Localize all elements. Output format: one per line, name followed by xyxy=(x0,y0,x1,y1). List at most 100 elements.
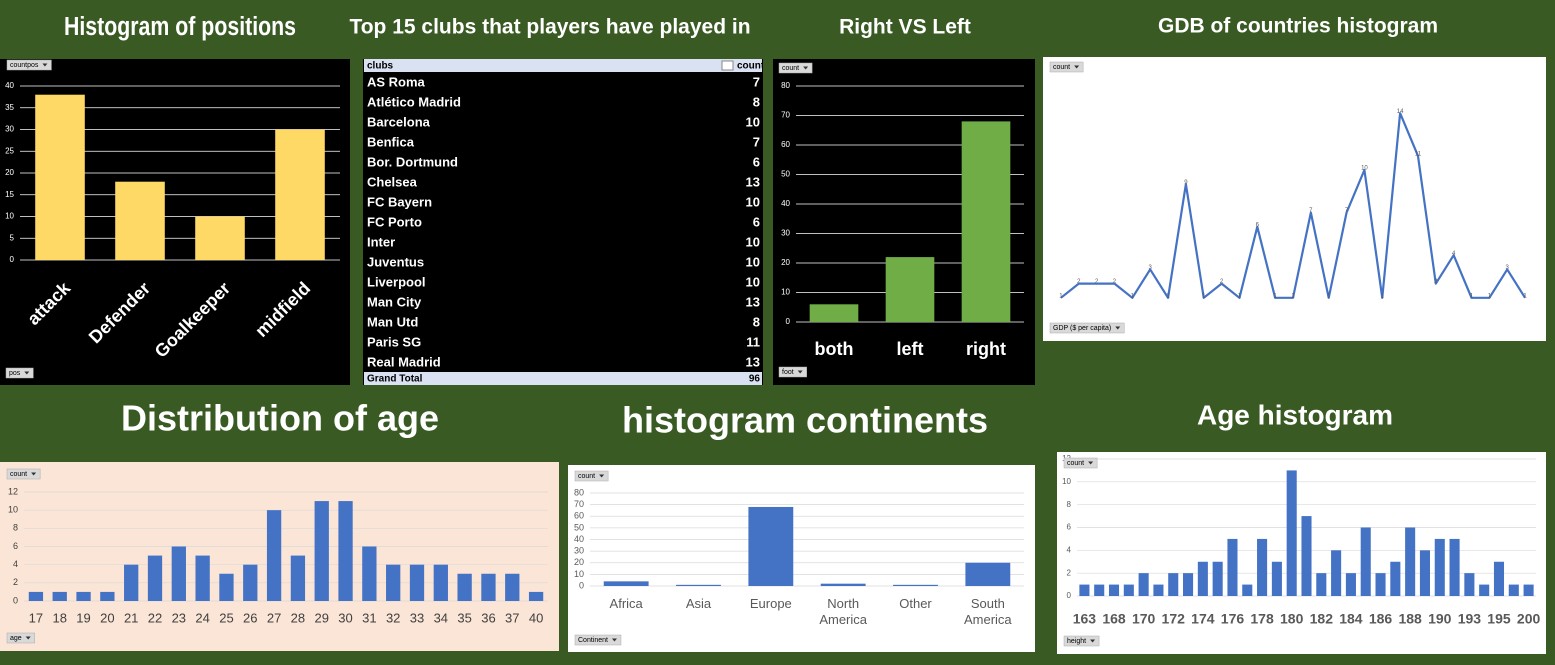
field-button[interactable] xyxy=(1063,635,1100,647)
y-tick-label: 30 xyxy=(574,546,584,556)
y-tick-label: 80 xyxy=(574,487,584,497)
y-tick-label: 20 xyxy=(781,258,790,267)
x-tick-label: 193 xyxy=(1458,611,1482,627)
y-tick-label: 10 xyxy=(8,505,18,515)
field-button[interactable] xyxy=(6,59,52,71)
bar xyxy=(1508,584,1519,596)
y-tick-label: 10 xyxy=(574,569,584,579)
data-label: 1 xyxy=(1488,293,1492,299)
bar xyxy=(266,510,282,601)
field-button-label: count xyxy=(1067,460,1084,467)
bar xyxy=(1434,538,1445,596)
x-tick-label: right xyxy=(966,339,1006,359)
x-tick-label: 19 xyxy=(76,610,90,625)
bar xyxy=(1464,573,1475,596)
x-tick-label: 176 xyxy=(1221,611,1245,627)
x-tick-label: 34 xyxy=(434,610,448,625)
bar xyxy=(1523,584,1534,596)
club-count: 13 xyxy=(746,354,760,369)
bar xyxy=(76,591,91,601)
data-label: 7 xyxy=(1309,208,1313,214)
chart-panel xyxy=(568,465,1035,652)
field-button[interactable] xyxy=(6,632,35,644)
bar xyxy=(1242,584,1253,596)
club-count: 10 xyxy=(746,254,760,269)
bar xyxy=(243,564,258,601)
y-tick-label: 5 xyxy=(10,233,15,242)
table-total-row xyxy=(364,372,762,385)
y-tick-label: 40 xyxy=(781,199,790,208)
bar xyxy=(505,573,520,601)
y-tick-label: 0 xyxy=(579,580,584,590)
bar xyxy=(1212,561,1223,596)
y-tick-label: 10 xyxy=(1062,477,1071,486)
data-label: 1 xyxy=(1238,293,1242,299)
chart-title: histogram continents xyxy=(622,400,988,441)
field-button-label: count xyxy=(10,471,27,478)
x-tick-label: 178 xyxy=(1250,611,1274,627)
bar xyxy=(1405,527,1416,596)
x-tick-label: 27 xyxy=(267,610,281,625)
bar xyxy=(1094,584,1105,596)
club-name: FC Porto xyxy=(367,214,422,229)
data-label: 2 xyxy=(1095,279,1099,285)
x-tick-label: 184 xyxy=(1339,611,1363,627)
field-button-label: count xyxy=(578,473,595,480)
y-tick-label: 60 xyxy=(781,140,790,149)
field-button[interactable] xyxy=(1049,61,1084,73)
filter-icon[interactable] xyxy=(721,60,734,71)
bar xyxy=(965,562,1011,586)
x-tick-label: Africa xyxy=(609,596,643,611)
field-button-label: count xyxy=(1053,64,1070,71)
bar xyxy=(1390,561,1401,596)
field-button[interactable] xyxy=(6,468,41,480)
data-label: 2 xyxy=(1434,279,1438,285)
field-button[interactable] xyxy=(1063,457,1098,469)
data-label: 3 xyxy=(1506,265,1510,271)
dropdown-arrow xyxy=(1088,461,1094,465)
x-tick-label-box: North America xyxy=(819,596,867,627)
club-count: 6 xyxy=(753,154,760,169)
field-button[interactable] xyxy=(5,367,34,379)
bar xyxy=(35,94,85,260)
y-tick-label: 6 xyxy=(1067,523,1072,532)
y-tick-label: 30 xyxy=(5,125,14,134)
club-count: 10 xyxy=(746,194,760,209)
club-name: Juventus xyxy=(367,254,424,269)
x-tick-label: 188 xyxy=(1398,611,1422,627)
x-tick-label: 170 xyxy=(1132,611,1156,627)
bar xyxy=(28,591,44,601)
bar xyxy=(820,583,866,586)
dropdown-arrow xyxy=(1074,65,1080,69)
club-name: Bor. Dortmund xyxy=(367,154,458,169)
bar xyxy=(1153,584,1164,596)
y-tick-label: 10 xyxy=(5,212,14,221)
total-value: 96 xyxy=(749,374,761,385)
field-button[interactable] xyxy=(778,366,807,378)
club-count: 10 xyxy=(746,114,760,129)
bar xyxy=(338,501,353,601)
x-tick-label: 31 xyxy=(362,610,376,625)
x-tick-label: 23 xyxy=(172,610,186,625)
x-tick-label: 182 xyxy=(1310,611,1334,627)
club-count: 13 xyxy=(746,294,760,309)
bar xyxy=(314,501,329,601)
club-name: Man Utd xyxy=(367,314,418,329)
x-tick-label: 186 xyxy=(1369,611,1393,627)
bar xyxy=(893,584,938,586)
field-button[interactable] xyxy=(778,62,813,74)
column-header: count xyxy=(737,61,765,72)
chart-title: Histogram of positions xyxy=(64,12,296,42)
data-label: 9 xyxy=(1184,180,1188,186)
field-button[interactable] xyxy=(574,470,609,482)
bar xyxy=(171,546,186,601)
club-count: 7 xyxy=(753,74,760,89)
y-tick-label: 80 xyxy=(781,81,790,90)
field-button[interactable] xyxy=(1049,322,1125,334)
x-tick-label: 40 xyxy=(529,610,543,625)
bar xyxy=(1271,561,1282,596)
field-button[interactable] xyxy=(574,634,622,646)
x-tick-label: 163 xyxy=(1073,611,1097,627)
